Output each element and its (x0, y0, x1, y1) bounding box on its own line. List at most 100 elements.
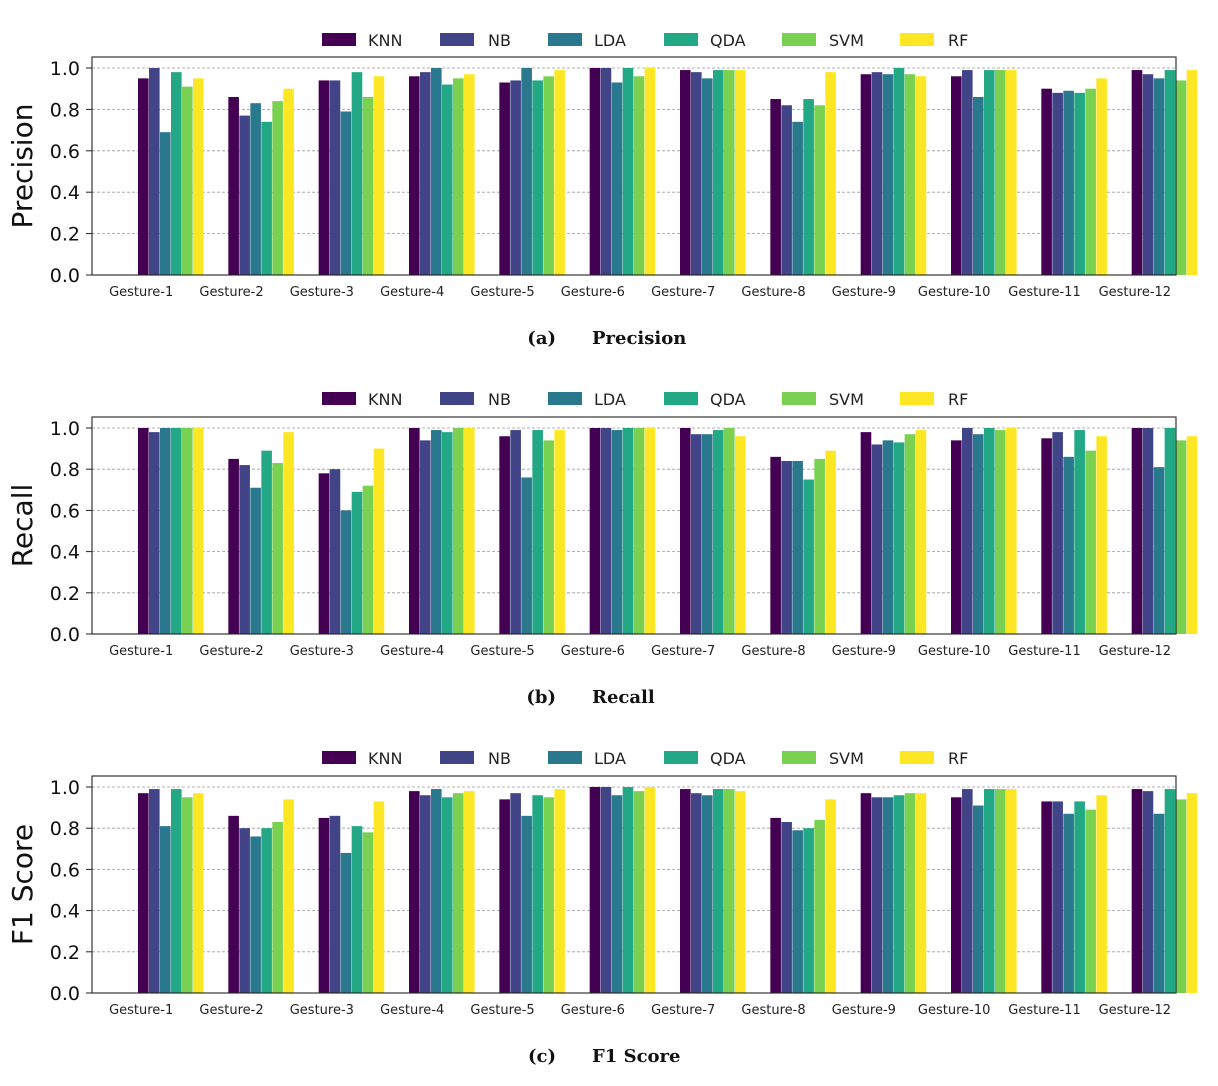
panel-1-bar-svm-gesture-3 (362, 96, 374, 275)
panel-2-bar-qda-gesture-3 (351, 491, 363, 634)
panel-3-bar-qda-gesture-1 (171, 789, 182, 993)
panel-2-bar-nb-gesture-10 (962, 428, 973, 634)
legend-swatch-lda (548, 33, 582, 46)
panel-3-caption-label: (c) (528, 1046, 556, 1067)
panel-3-x-tick-label: Gesture-9 (832, 1003, 896, 1018)
panel-3-x-tick-label: Gesture-1 (109, 1003, 173, 1018)
panel-2-bar-knn-gesture-12 (1131, 428, 1143, 634)
legend-label-nb: NB (488, 749, 511, 768)
panel-3-bar-svm-gesture-11 (1085, 809, 1096, 993)
panel-1-x-tick-label: Gesture-10 (918, 285, 990, 300)
panel-3-bar-qda-gesture-9 (893, 795, 905, 993)
panel-1-x-tick-label: Gesture-5 (470, 285, 534, 300)
panel-3-bar-rf-gesture-12 (1186, 793, 1198, 993)
legend-swatch-nb (440, 392, 474, 405)
panel-3-bar-lda-gesture-7 (702, 795, 713, 993)
panel-3-legend: KNN NB LDA QDA SVM RF (322, 749, 968, 768)
panel-3-bar-knn-gesture-8 (770, 817, 781, 993)
panel-2-bar-svm-gesture-5 (543, 440, 554, 634)
panel-3-bar-lda-gesture-4 (431, 789, 442, 993)
panel-2-bar-qda-gesture-5 (532, 430, 543, 634)
panel-3-y-tick-label: 0.0 (50, 983, 80, 1005)
legend-swatch-rf (900, 751, 934, 764)
panel-1-bar-rf-gesture-9 (915, 76, 927, 275)
legend-label-knn: KNN (368, 31, 402, 50)
panel-1-bar-qda-gesture-2 (261, 121, 272, 275)
panel-1-bar-qda-gesture-8 (803, 99, 814, 275)
panel-3-bar-knn-gesture-6 (589, 787, 601, 993)
panel-1-bar-nb-gesture-5 (510, 80, 521, 275)
panel-2-bar-knn-gesture-10 (951, 440, 962, 634)
panel-3-x-tick-label: Gesture-6 (561, 1003, 625, 1018)
legend-label-rf: RF (948, 749, 968, 768)
panel-1-bar-rf-gesture-7 (735, 70, 746, 275)
panel-2-bar-svm-gesture-2 (272, 463, 283, 634)
panel-2-y-tick-label: 0.8 (50, 459, 80, 481)
panel-1-bar-rf-gesture-6 (644, 68, 656, 275)
panel-2-bar-knn-gesture-6 (589, 428, 601, 634)
legend-label-svm: SVM (829, 390, 864, 409)
legend-label-svm: SVM (829, 31, 864, 50)
panel-3-axes-frame (91, 775, 1177, 994)
panel-1-bar-knn-gesture-8 (770, 99, 781, 275)
panel-1-y-tick-label: 0.8 (50, 99, 80, 121)
panel-1-axes-frame (91, 56, 1177, 276)
panel-2-bar-nb-gesture-11 (1052, 432, 1063, 634)
panel-3-bar-nb-gesture-1 (149, 789, 160, 993)
panel-3-bar-nb-gesture-9 (871, 797, 883, 993)
panel-3-bar-svm-gesture-3 (362, 832, 374, 993)
panel-1-bar-lda-gesture-11 (1063, 90, 1074, 276)
panel-3-bar-lda-gesture-5 (521, 815, 532, 993)
panel-1-y-tick-label: 0.4 (50, 182, 80, 204)
panel-1-bar-knn-gesture-9 (860, 74, 872, 276)
panel-3-bar-rf-gesture-7 (735, 791, 746, 993)
panel-3-bar-nb-gesture-11 (1052, 801, 1063, 993)
panel-3-bar-rf-gesture-3 (373, 801, 385, 993)
panel-3-bar-rf-gesture-4 (464, 791, 475, 993)
panel-1-bar-knn-gesture-10 (951, 76, 962, 275)
panel-3-bar-qda-gesture-5 (532, 795, 543, 993)
legend-swatch-knn (322, 751, 356, 764)
panel-1-bar-svm-gesture-1 (182, 86, 193, 275)
panel-2-bar-rf-gesture-9 (915, 430, 927, 634)
panel-2-bar-rf-gesture-7 (735, 436, 746, 634)
panel-3-bar-svm-gesture-6 (633, 791, 645, 993)
panel-2-bar-nb-gesture-3 (329, 469, 341, 634)
panel-2-bar-rf-gesture-11 (1096, 436, 1107, 634)
panel-1-y-tick-label: 1.0 (50, 58, 80, 80)
panel-3-caption-text: F1 Score (592, 1046, 680, 1067)
panel-2-bar-nb-gesture-7 (691, 434, 702, 634)
legend-label-nb: NB (488, 31, 511, 50)
panel-1-bar-nb-gesture-2 (239, 115, 250, 275)
panel-1-bar-knn-gesture-3 (318, 80, 330, 275)
panel-1-bar-svm-gesture-10 (995, 70, 1006, 275)
panel-1-bar-nb-gesture-4 (420, 72, 431, 275)
panel-1-bar-lda-gesture-8 (792, 121, 803, 275)
panel-3: KNN NB LDA QDA SVM RF 0.0 0.2 0.4 0.6 0.8 1.0 Gestur… (6, 749, 1198, 1067)
legend-swatch-qda (664, 392, 698, 405)
panel-2-y-tick-label: 0.4 (50, 542, 80, 564)
panel-1-bar-knn-gesture-1 (138, 78, 149, 275)
panel-2-x-tick-label: Gesture-12 (1099, 644, 1171, 659)
legend-label-qda: QDA (710, 390, 746, 409)
panel-3-bar-nb-gesture-6 (600, 787, 612, 993)
panel-2-bar-rf-gesture-12 (1186, 436, 1198, 634)
legend-swatch-lda (548, 392, 582, 405)
panel-2-bar-nb-gesture-8 (781, 460, 792, 634)
panel-3-bar-qda-gesture-11 (1074, 801, 1085, 993)
panel-1-bar-qda-gesture-10 (984, 70, 995, 275)
panel-1-caption-text: Precision (592, 328, 686, 349)
panel-2-x-tick-label: Gesture-5 (470, 644, 534, 659)
panel-2-bar-svm-gesture-4 (453, 428, 464, 634)
panel-3-bar-nb-gesture-10 (962, 789, 973, 993)
panel-1-x-tick-label: Gesture-2 (199, 285, 263, 300)
legend-swatch-svm (782, 392, 816, 405)
panel-2-bar-nb-gesture-1 (149, 432, 160, 634)
panel-3-bar-knn-gesture-7 (680, 789, 691, 993)
panel-2-bar-lda-gesture-12 (1153, 467, 1165, 634)
panel-2-bar-svm-gesture-7 (724, 428, 735, 634)
panel-2-bar-qda-gesture-8 (803, 479, 814, 634)
panel-2-bar-qda-gesture-4 (442, 432, 453, 634)
panel-2-bar-svm-gesture-10 (995, 430, 1006, 634)
panel-1-bar-svm-gesture-9 (904, 74, 916, 276)
